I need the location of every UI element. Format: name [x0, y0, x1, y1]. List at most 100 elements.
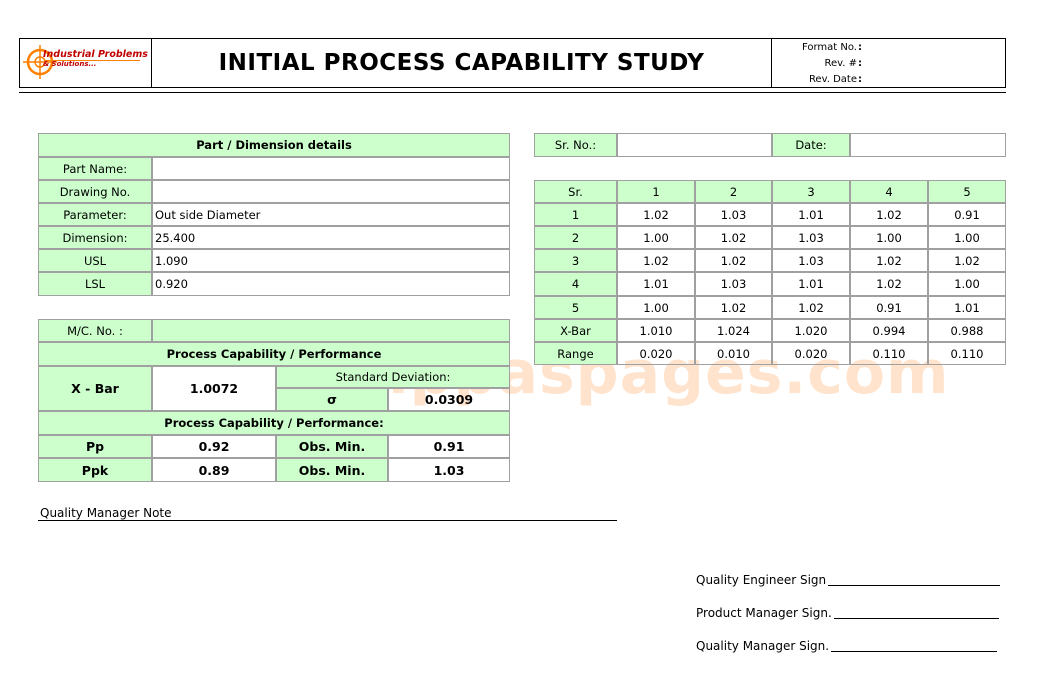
readings-row-label: 1: [534, 203, 617, 226]
readings-cell: 0.020: [617, 342, 695, 365]
readings-row-label: 3: [534, 249, 617, 272]
quality-manager-note-line[interactable]: [38, 520, 617, 521]
readings-cell: 0.91: [928, 203, 1006, 226]
readings-cell: 1.020: [772, 319, 850, 342]
rev-date-colon: :: [858, 74, 862, 85]
readings-cell: 1.01: [772, 272, 850, 296]
form-meta: Format No. : Rev. # : Rev. Date :: [772, 39, 1005, 87]
readings-cell: 1.01: [928, 296, 1006, 319]
sigma-value: 0.0309: [388, 388, 510, 411]
readings-cell: 1.02: [617, 203, 695, 226]
form-title: INITIAL PROCESS CAPABILITY STUDY: [152, 39, 772, 87]
product-manager-sign-label: Product Manager Sign.: [696, 606, 832, 620]
crosshair-logo-icon: [23, 45, 57, 79]
mc-no-value[interactable]: [152, 319, 510, 342]
pp-value: 0.92: [152, 435, 276, 458]
capability-heading: Process Capability / Performance: [38, 342, 510, 366]
logo-text-line2: & Solutions...: [43, 60, 97, 68]
readings-cell: 0.91: [850, 296, 928, 319]
usl-label: USL: [38, 249, 152, 272]
readings-cell: 0.010: [695, 342, 772, 365]
lsl-label: LSL: [38, 272, 152, 296]
readings-cell: 0.988: [928, 319, 1006, 342]
form-header: Industrial Problems & Solutions... INITI…: [19, 38, 1006, 88]
readings-cell: 1.02: [850, 203, 928, 226]
quality-engineer-sign-label: Quality Engineer Sign: [696, 573, 827, 587]
mc-no-label: M/C. No. :: [38, 319, 152, 342]
readings-row-label: X-Bar: [534, 319, 617, 342]
sr-no-value[interactable]: [617, 133, 772, 157]
date-value[interactable]: [850, 133, 1006, 157]
readings-cell: 1.03: [695, 203, 772, 226]
readings-header-sample-5: 5: [928, 180, 1006, 203]
readings-cell: 1.02: [850, 249, 928, 272]
readings-cell: 0.020: [772, 342, 850, 365]
quality-manager-sign-label: Quality Manager Sign.: [696, 639, 830, 653]
readings-row-label: 2: [534, 226, 617, 249]
readings-cell: 1.03: [772, 226, 850, 249]
obs-min-value-2: 1.03: [388, 458, 510, 482]
readings-cell: 1.00: [928, 272, 1006, 296]
drawing-no-value[interactable]: [152, 180, 510, 203]
ppk-label: Ppk: [38, 458, 152, 482]
readings-cell: 1.01: [772, 203, 850, 226]
readings-cell: 1.02: [695, 249, 772, 272]
readings-cell: 1.02: [617, 249, 695, 272]
std-dev-label: Standard Deviation:: [276, 366, 510, 388]
rev-label: Rev. #: [824, 58, 857, 69]
readings-cell: 1.02: [695, 226, 772, 249]
readings-header-sample-2: 2: [695, 180, 772, 203]
readings-cell: 1.02: [772, 296, 850, 319]
readings-cell: 1.00: [617, 296, 695, 319]
rev-date-label: Rev. Date: [808, 74, 857, 85]
readings-header-sample-4: 4: [850, 180, 928, 203]
readings-cell: 1.01: [617, 272, 695, 296]
xbar-label: X - Bar: [38, 366, 152, 411]
readings-cell: 1.00: [617, 226, 695, 249]
header-rule: [19, 92, 1006, 93]
part-name-value[interactable]: [152, 157, 510, 180]
xbar-value: 1.0072: [152, 366, 276, 411]
logo-underline: [44, 60, 140, 61]
readings-cell: 1.03: [695, 272, 772, 296]
readings-header-sample-3: 3: [772, 180, 850, 203]
format-no-label: Format No.: [801, 42, 857, 53]
quality-manager-note-label: Quality Manager Note: [40, 506, 172, 520]
readings-header-sample-1: 1: [617, 180, 695, 203]
drawing-no-label: Drawing No.: [38, 180, 152, 203]
obs-min-value-1: 0.91: [388, 435, 510, 458]
capability-heading-2: Process Capability / Performance:: [38, 411, 510, 435]
parameter-label: Parameter:: [38, 203, 152, 226]
rev-colon: :: [858, 58, 862, 69]
quality-engineer-sign-line[interactable]: [828, 585, 1000, 586]
obs-min-label-1: Obs. Min.: [276, 435, 388, 458]
readings-row-label: 4: [534, 272, 617, 296]
lsl-value[interactable]: 0.920: [152, 272, 510, 296]
ppk-value: 0.89: [152, 458, 276, 482]
readings-cell: 0.110: [850, 342, 928, 365]
dimension-value[interactable]: 25.400: [152, 226, 510, 249]
usl-value[interactable]: 1.090: [152, 249, 510, 272]
readings-cell: 0.994: [850, 319, 928, 342]
dimension-label: Dimension:: [38, 226, 152, 249]
date-label: Date:: [772, 133, 850, 157]
readings-cell: 1.02: [695, 296, 772, 319]
sr-no-label: Sr. No.:: [534, 133, 617, 157]
pp-label: Pp: [38, 435, 152, 458]
readings-header-sr: Sr.: [534, 180, 617, 203]
parameter-value[interactable]: Out side Diameter: [152, 203, 510, 226]
readings-cell: 0.110: [928, 342, 1006, 365]
readings-cell: 1.024: [695, 319, 772, 342]
product-manager-sign-line[interactable]: [834, 618, 999, 619]
readings-row-label: 5: [534, 296, 617, 319]
readings-cell: 1.02: [850, 272, 928, 296]
part-name-label: Part Name:: [38, 157, 152, 180]
readings-row-label: Range: [534, 342, 617, 365]
company-logo: Industrial Problems & Solutions...: [20, 39, 152, 87]
readings-cell: 1.02: [928, 249, 1006, 272]
readings-cell: 1.00: [928, 226, 1006, 249]
quality-manager-sign-line[interactable]: [831, 651, 997, 652]
part-details-heading: Part / Dimension details: [38, 133, 510, 157]
obs-min-label-2: Obs. Min.: [276, 458, 388, 482]
readings-cell: 1.010: [617, 319, 695, 342]
